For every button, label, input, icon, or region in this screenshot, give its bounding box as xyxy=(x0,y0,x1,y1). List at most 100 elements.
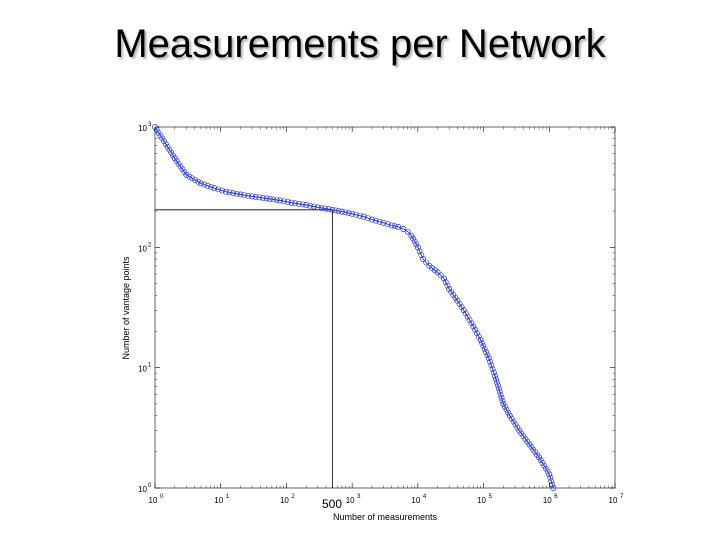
data-point xyxy=(368,216,375,223)
data-point xyxy=(404,228,411,235)
x-tick-exponent: 5 xyxy=(489,494,493,500)
data-point xyxy=(474,330,480,337)
data-point xyxy=(500,400,507,407)
x-tick-exponent: 7 xyxy=(620,494,624,500)
data-point xyxy=(237,191,244,198)
data-point xyxy=(547,474,554,481)
data-point xyxy=(299,201,306,208)
y-tick-label: 10 xyxy=(138,244,147,253)
data-point xyxy=(479,340,485,346)
data-point xyxy=(263,195,270,202)
x-tick-exponent: 0 xyxy=(160,494,164,500)
data-point xyxy=(245,192,252,199)
data-point xyxy=(481,346,488,352)
x-tick-exponent: 4 xyxy=(423,494,427,500)
data-point xyxy=(508,415,515,422)
data-point xyxy=(544,468,551,475)
crosshair-annotation xyxy=(155,209,333,488)
data-point xyxy=(166,146,173,153)
data-point xyxy=(288,199,295,206)
data-point xyxy=(502,403,508,410)
data-point xyxy=(489,366,496,372)
data-point xyxy=(411,238,418,245)
data-point xyxy=(499,397,506,404)
series-markers xyxy=(152,124,557,491)
y-tick-label: 10 xyxy=(138,485,147,494)
data-point xyxy=(183,171,190,178)
data-point xyxy=(395,223,402,230)
x-tick-exponent: 1 xyxy=(226,494,230,500)
y-tick-exponent: 2 xyxy=(148,242,152,248)
crosshair-label: 500 xyxy=(322,497,342,511)
data-point xyxy=(485,355,492,362)
data-point xyxy=(462,310,469,317)
data-point xyxy=(442,279,449,285)
y-tick-exponent: 0 xyxy=(148,483,152,489)
data-point xyxy=(364,215,371,222)
data-point xyxy=(233,190,240,197)
data-point xyxy=(230,190,237,196)
data-point xyxy=(161,138,167,145)
data-point xyxy=(189,175,196,182)
data-point xyxy=(329,206,336,213)
data-point xyxy=(468,320,475,327)
data-point xyxy=(444,282,451,289)
data-point xyxy=(252,194,259,200)
data-point xyxy=(159,135,166,142)
data-point xyxy=(550,485,557,491)
data-point xyxy=(372,217,379,224)
data-point xyxy=(267,196,273,202)
data-point xyxy=(211,185,218,192)
data-point xyxy=(410,235,416,242)
data-point xyxy=(162,141,169,147)
data-point xyxy=(241,192,248,199)
data-point xyxy=(452,294,459,301)
x-tick-exponent: 6 xyxy=(554,494,558,500)
data-point xyxy=(277,197,284,204)
x-tick-exponent: 3 xyxy=(357,494,361,500)
data-point xyxy=(273,197,280,203)
data-point xyxy=(219,187,225,194)
data-point xyxy=(456,301,463,307)
data-point xyxy=(325,206,332,213)
data-point xyxy=(503,406,510,413)
y-tick-exponent: 3 xyxy=(148,122,152,128)
data-point xyxy=(349,210,356,217)
data-point xyxy=(353,211,359,218)
data-point xyxy=(539,460,546,466)
y-tick-label: 10 xyxy=(138,365,147,374)
data-point xyxy=(195,178,201,185)
x-tick-label: 10 xyxy=(477,496,486,505)
data-point xyxy=(270,196,277,203)
data-point xyxy=(153,126,160,133)
data-point xyxy=(470,323,477,330)
data-point xyxy=(423,259,430,266)
data-point xyxy=(492,373,499,380)
data-point xyxy=(477,336,484,343)
data-point xyxy=(488,362,495,369)
data-point xyxy=(510,418,517,425)
data-point xyxy=(215,186,222,193)
data-point xyxy=(155,129,162,136)
data-point xyxy=(170,152,176,159)
data-point xyxy=(376,218,383,225)
y-tick-exponent: 1 xyxy=(148,363,152,369)
data-point xyxy=(483,349,489,355)
data-point xyxy=(448,289,455,295)
data-point xyxy=(342,209,349,216)
data-point xyxy=(548,478,555,485)
data-point xyxy=(475,333,482,340)
data-point xyxy=(303,202,310,208)
data-point xyxy=(391,223,398,230)
data-point xyxy=(418,252,425,259)
data-point xyxy=(322,205,328,212)
data-point xyxy=(464,313,471,320)
data-point xyxy=(335,208,342,214)
data-point xyxy=(186,173,193,180)
data-point xyxy=(201,181,208,188)
data-point xyxy=(450,291,457,298)
data-point xyxy=(318,205,325,211)
series-line xyxy=(154,126,554,489)
x-tick-label: 10 xyxy=(149,496,158,505)
